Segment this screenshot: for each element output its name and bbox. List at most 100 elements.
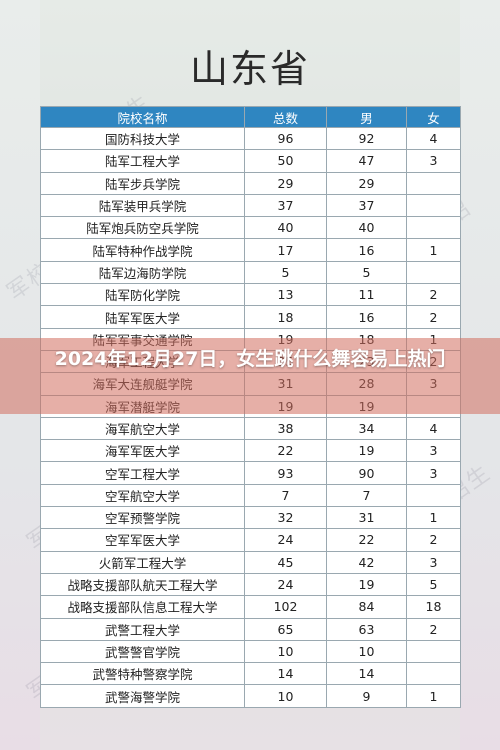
cell-school: 战略支援部队信息工程大学: [40, 595, 245, 619]
cell-female: 2: [406, 528, 461, 552]
table-row: 陆军特种作战学院 17 16 1: [40, 238, 461, 262]
table-row: 空军预警学院 32 31 1: [40, 506, 461, 530]
table-row: 空军工程大学 93 90 3: [40, 461, 461, 485]
cell-female: [406, 216, 461, 240]
cell-total: 40: [244, 216, 327, 240]
cell-male: 19: [326, 439, 407, 463]
header-male: 男: [326, 106, 407, 128]
cell-total: 24: [244, 572, 327, 597]
cell-total: 29: [244, 171, 327, 195]
table-row: 陆军装甲兵学院 37 37: [40, 193, 461, 218]
cell-female: 4: [406, 126, 461, 151]
cell-female: 1: [406, 506, 461, 530]
cell-male: 47: [326, 149, 407, 173]
header-total: 总数: [244, 106, 327, 128]
cell-total: 37: [244, 193, 327, 218]
cell-total: 5: [244, 260, 327, 285]
cell-school: 武警海警学院: [40, 684, 245, 708]
cell-female: 1: [406, 684, 461, 708]
cell-female: 1: [406, 238, 461, 262]
cell-school: 陆军边海防学院: [40, 260, 245, 285]
cell-total: 18: [244, 305, 327, 329]
cell-total: 10: [244, 684, 327, 708]
cell-total: 24: [244, 528, 327, 552]
table-row: 武警海警学院 10 9 1: [40, 684, 461, 708]
cell-total: 65: [244, 617, 327, 641]
table-row: 陆军军医大学 18 16 2: [40, 305, 461, 329]
cell-female: 2: [406, 305, 461, 329]
cell-total: 102: [244, 595, 327, 619]
cell-male: 9: [326, 684, 407, 708]
page-title: 山东省: [189, 47, 310, 91]
cell-female: 5: [406, 572, 461, 597]
table-row: 海军军医大学 22 19 3: [40, 439, 461, 463]
cell-school: 陆军装甲兵学院: [40, 193, 245, 218]
cell-total: 22: [244, 439, 327, 463]
header-school: 院校名称: [40, 106, 245, 128]
cell-male: 14: [326, 662, 407, 686]
cell-female: 3: [406, 439, 461, 463]
cell-female: 3: [406, 461, 461, 485]
cell-female: 18: [406, 595, 461, 619]
cell-total: 32: [244, 506, 327, 530]
table-row: 战略支援部队航天工程大学 24 19 5: [40, 572, 461, 597]
cell-male: 42: [326, 550, 407, 574]
table-row: 空军航空大学 7 7: [40, 483, 461, 508]
cell-school: 空军预警学院: [40, 506, 245, 530]
cell-male: 16: [326, 305, 407, 329]
cell-total: 10: [244, 639, 327, 664]
table-row: 国防科技大学 96 92 4: [40, 126, 461, 151]
cell-male: 84: [326, 595, 407, 619]
table-row: 武警警官学院 10 10: [40, 639, 461, 664]
cell-female: 4: [406, 416, 461, 441]
cell-school: 战略支援部队航天工程大学: [40, 572, 245, 597]
cell-male: 40: [326, 216, 407, 240]
cell-total: 7: [244, 483, 327, 508]
cell-male: 19: [326, 572, 407, 597]
table-row: 陆军工程大学 50 47 3: [40, 149, 461, 173]
cell-school: 陆军工程大学: [40, 149, 245, 173]
table-row: 空军军医大学 24 22 2: [40, 528, 461, 552]
cell-female: 2: [406, 617, 461, 641]
table-row: 海军航空大学 38 34 4: [40, 416, 461, 441]
cell-school: 陆军军医大学: [40, 305, 245, 329]
cell-school: 空军军医大学: [40, 528, 245, 552]
cell-school: 陆军步兵学院: [40, 171, 245, 195]
cell-male: 16: [326, 238, 407, 262]
cell-school: 空军工程大学: [40, 461, 245, 485]
cell-school: 武警警官学院: [40, 639, 245, 664]
cell-female: [406, 662, 461, 686]
cell-female: [406, 639, 461, 664]
cell-school: 火箭军工程大学: [40, 550, 245, 574]
cell-male: 63: [326, 617, 407, 641]
header-female: 女: [406, 106, 461, 128]
cell-total: 45: [244, 550, 327, 574]
cell-total: 38: [244, 416, 327, 441]
cell-total: 13: [244, 283, 327, 307]
table-row: 陆军炮兵防空兵学院 40 40: [40, 216, 461, 240]
cell-male: 11: [326, 283, 407, 307]
table-row: 陆军边海防学院 5 5: [40, 260, 461, 285]
cell-male: 7: [326, 483, 407, 508]
cell-school: 陆军炮兵防空兵学院: [40, 216, 245, 240]
cell-total: 96: [244, 126, 327, 151]
cell-male: 92: [326, 126, 407, 151]
table-header-row: 院校名称 总数 男 女: [40, 106, 461, 128]
cell-female: 2: [406, 283, 461, 307]
cell-female: [406, 193, 461, 218]
cell-male: 37: [326, 193, 407, 218]
cell-male: 22: [326, 528, 407, 552]
headline-banner: [0, 338, 500, 414]
cell-female: [406, 483, 461, 508]
cell-male: 90: [326, 461, 407, 485]
headline-text: 2024年12月27日，女生跳什么舞容易上热门: [54, 348, 446, 370]
cell-school: 海军军医大学: [40, 439, 245, 463]
table-row: 陆军步兵学院 29 29: [40, 171, 461, 195]
cell-female: 3: [406, 149, 461, 173]
cell-school: 空军航空大学: [40, 483, 245, 508]
cell-school: 武警特种警察学院: [40, 662, 245, 686]
cell-male: 10: [326, 639, 407, 664]
cell-school: 武警工程大学: [40, 617, 245, 641]
table-row: 战略支援部队信息工程大学 102 84 18: [40, 595, 461, 619]
cell-male: 31: [326, 506, 407, 530]
